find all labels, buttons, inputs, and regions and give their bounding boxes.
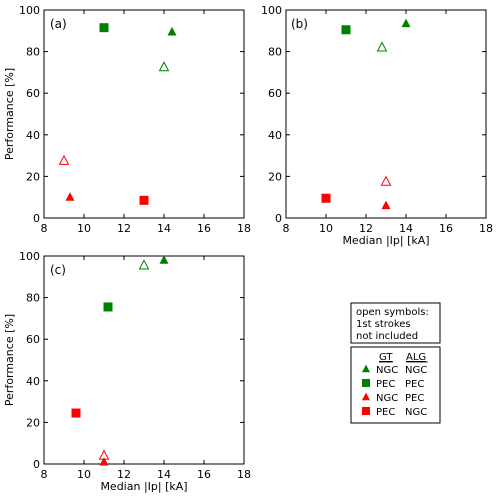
panel-c-xtick-label-3: 14: [157, 468, 171, 481]
panel-a-point-5: [139, 195, 149, 205]
legend-header-gt: GT: [379, 352, 393, 363]
panel-a-xtick-label-1: 10: [77, 222, 91, 235]
panel-b-plot-area: [285, 9, 487, 219]
panel-a-xtick-label-4: 16: [197, 222, 211, 235]
note-box-frame: [350, 302, 441, 344]
legend-entries: NGC NGC PEC PEC NGC PEC PEC NGC: [362, 364, 427, 418]
panel-a-point-3: [58, 154, 70, 165]
panel-c-point-5: [99, 456, 109, 466]
note-box: open symbols: 1st strokes not included: [350, 302, 441, 344]
panel-a-point-2: [158, 61, 170, 72]
panel-c-point-1: [138, 259, 150, 270]
panel-c-xtick-label-4: 16: [197, 468, 211, 481]
panel-c-xtick-label-1: 10: [77, 468, 91, 481]
panel-b-point-3: [380, 175, 392, 186]
legend-marker-3: [362, 407, 370, 415]
panel-b-ytick-label-0: 0: [275, 212, 282, 225]
panel-b-yticks: 0 20 40 60 80 100: [261, 4, 486, 225]
panel-a-xtick-label-0: 8: [41, 222, 48, 235]
legend: GT ALG NGC NGC PEC PEC NGC PEC PEC NGC: [350, 346, 441, 424]
panel-b-ytick-label-2: 40: [268, 129, 282, 142]
panel-b-label: (b): [291, 17, 308, 31]
panel-c-ytick-label-0: 0: [33, 458, 40, 471]
legend-gt-0: NGC: [376, 365, 398, 376]
legend-marker-1: [362, 379, 370, 387]
panel-b-xtick-label-4: 16: [439, 222, 453, 235]
panel-b-xtick-label-1: 10: [319, 222, 333, 235]
panel-b-points: [321, 18, 411, 210]
note-line-3: not included: [356, 331, 418, 342]
panel-a-xtick-label-3: 14: [157, 222, 171, 235]
panel-b-point-1: [341, 25, 351, 35]
legend-alg-3: NGC: [405, 407, 427, 418]
panel-b-point-2: [376, 41, 388, 52]
panel-a-label: (a): [50, 17, 67, 31]
panel-a-ytick-label-5: 100: [19, 4, 40, 17]
panel-b-xticks: 8 10 12 14 16 18: [283, 10, 493, 235]
panel-c-label: (c): [50, 263, 66, 277]
panel-b: (b) Median |Ip| [kA] 8 10 12 14 16 18 0 20 40 60…: [261, 4, 493, 247]
panel-b-xtick-label-2: 12: [359, 222, 373, 235]
panel-b-ytick-label-3: 60: [268, 87, 282, 100]
panel-b-xtick-label-0: 8: [283, 222, 290, 235]
panel-c-point-2: [103, 302, 113, 312]
panel-c-plot-area: [43, 255, 245, 465]
panel-c-ylabel: Performance [%]: [3, 314, 16, 406]
panel-c-ytick-label-3: 60: [26, 333, 40, 346]
panel-c-ytick-label-1: 20: [26, 416, 40, 429]
panel-a-xtick-label-2: 12: [117, 222, 131, 235]
panel-c-ytick-label-2: 40: [26, 375, 40, 388]
panel-c-points: [71, 255, 169, 466]
panel-a: (a) Performance [%] 8 10 12 14 16 18 02040608…: [3, 4, 251, 235]
panel-a-point-4: [65, 192, 75, 201]
note-line-2: 1st strokes: [356, 319, 411, 330]
panel-a-ylabel: Performance [%]: [3, 68, 16, 160]
panel-b-point-5: [381, 200, 391, 210]
panel-b-xtick-label-3: 14: [399, 222, 413, 235]
panel-b-ytick-label-5: 100: [261, 4, 282, 17]
panel-b-point-0: [401, 18, 411, 28]
panel-a-plot-area: [43, 9, 245, 219]
panel-b-point-4: [321, 193, 331, 203]
panel-a-xticks: 8 10 12 14 16 18: [41, 10, 251, 235]
legend-alg-2: PEC: [405, 393, 424, 404]
legend-alg-0: NGC: [405, 365, 427, 376]
panel-a-yticks: 0 20 40 60 80 100: [19, 4, 244, 225]
panel-a-xtick-label-5: 18: [237, 222, 251, 235]
panel-c-ytick-label-4: 80: [26, 292, 40, 305]
legend-gt-2: NGC: [376, 393, 398, 404]
panel-c: (c) Performance [%] Median |Ip| [kA] 8 10…: [3, 250, 251, 493]
panel-a-points: [58, 23, 177, 205]
panel-c-xtick-label-0: 8: [41, 468, 48, 481]
panel-a-ytick-label-2: 40: [26, 129, 40, 142]
legend-gt-1: PEC: [376, 379, 395, 390]
panel-a-ytick-label-4: 80: [26, 46, 40, 59]
panel-c-xtick-label-2: 12: [117, 468, 131, 481]
panel-c-yticks: 0 20 40 60 80 100: [19, 250, 244, 471]
panel-c-point-3: [71, 408, 81, 418]
panel-a-point-0: [99, 23, 109, 33]
panel-a-ytick-label-0: 0: [33, 212, 40, 225]
panel-a-ytick-label-1: 20: [26, 170, 40, 183]
panel-b-ytick-label-1: 20: [268, 170, 282, 183]
panel-c-ytick-label-5: 100: [19, 250, 40, 263]
panel-a-point-1: [167, 26, 177, 36]
legend-header-alg: ALG: [406, 352, 426, 363]
legend-gt-3: PEC: [376, 407, 395, 418]
legend-marker-0: [362, 364, 370, 373]
panel-c-point-0: [159, 255, 169, 264]
legend-marker-2: [362, 392, 370, 401]
panel-b-xlabel: Median |Ip| [kA]: [342, 234, 429, 247]
panel-a-ytick-label-3: 60: [26, 87, 40, 100]
note-line-1: open symbols:: [356, 307, 429, 318]
panel-b-xtick-label-5: 18: [479, 222, 493, 235]
panel-c-xtick-label-5: 18: [237, 468, 251, 481]
panel-c-xticks: 8 10 12 14 16 18: [41, 256, 251, 481]
panel-c-xlabel: Median |Ip| [kA]: [100, 480, 187, 493]
legend-alg-1: PEC: [405, 379, 424, 390]
panel-b-ytick-label-4: 80: [268, 46, 282, 59]
